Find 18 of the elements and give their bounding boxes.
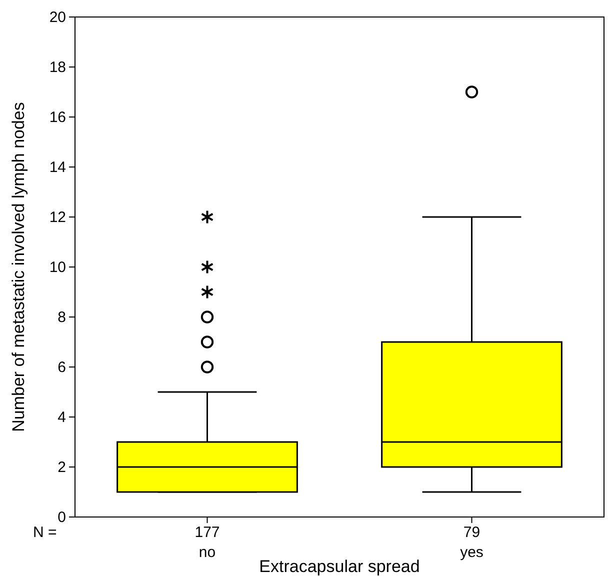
- y-tick-label: 0: [58, 508, 66, 526]
- y-axis-title: Number of metastatic involved lymph nodes: [9, 102, 28, 432]
- text: 79: [463, 524, 480, 541]
- x-axis-title: Extracapsular spread: [259, 557, 420, 576]
- y-tick-label: 20: [49, 8, 66, 26]
- y-tick-label: 12: [49, 208, 66, 226]
- y-tick-label: 18: [49, 58, 66, 76]
- y-tick-label: 4: [58, 408, 66, 426]
- y-tick-label: 16: [49, 108, 66, 126]
- y-tick-label: 2: [58, 458, 66, 476]
- text: N =: [33, 524, 57, 541]
- text: 177: [194, 524, 220, 541]
- x-tick-label: yes: [460, 544, 484, 561]
- y-tick-label: 6: [58, 358, 66, 376]
- x-tick-label: no: [198, 544, 216, 561]
- y-tick-label: 14: [49, 158, 66, 176]
- y-tick-label: 10: [49, 258, 66, 276]
- y-tick-label: 8: [58, 308, 66, 326]
